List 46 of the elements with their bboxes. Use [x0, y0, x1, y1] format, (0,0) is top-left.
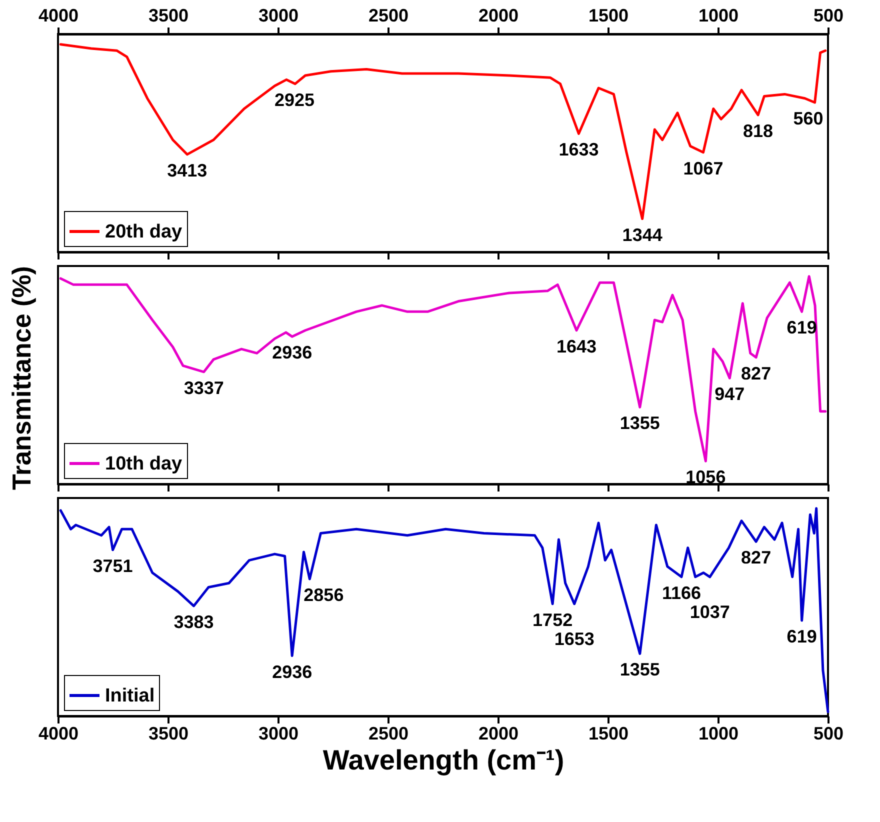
annotation: 1067	[683, 158, 724, 178]
annotation: 1643	[556, 336, 597, 356]
annotation: 827	[741, 363, 772, 384]
x2-tick-label: 4000	[38, 6, 79, 26]
annotation: 2936	[272, 342, 312, 363]
x2-tick-label: 3000	[258, 6, 299, 26]
annotation: 947	[714, 384, 745, 404]
legend-label: 10th day	[105, 454, 183, 474]
x2-tick-label: 2000	[478, 6, 519, 26]
annotation: 2925	[274, 90, 315, 110]
annotation: 1037	[690, 602, 730, 622]
annotation: 1752	[532, 610, 573, 630]
annotation: 2856	[304, 584, 344, 605]
x-axis-title: Wavelength (cm⁻¹)	[322, 744, 564, 776]
legend-label: 20th day	[105, 222, 183, 242]
x-tick-label: 2500	[368, 724, 409, 744]
annotation: 1344	[622, 224, 662, 245]
x2-tick-label: 2500	[368, 6, 409, 26]
x-tick-label: 3000	[258, 724, 299, 744]
x2-tick-label: 1000	[698, 6, 739, 26]
x-tick-label: 4000	[38, 724, 79, 744]
y-axis-title: Transmittance (%)	[6, 266, 38, 490]
annotation: 3413	[167, 160, 208, 180]
legend-label: Initial	[105, 686, 155, 706]
annotation: 619	[786, 626, 817, 646]
x-tick-label: 500	[813, 724, 844, 744]
annotation: 1355	[620, 413, 660, 434]
x2-tick-label: 3500	[148, 6, 189, 26]
x-tick-label: 1000	[698, 724, 739, 744]
annotation: 1355	[620, 660, 660, 680]
annotation: 3337	[184, 378, 224, 398]
annotation: 1633	[558, 140, 599, 160]
x-tick-label: 2000	[478, 724, 519, 744]
annotation: 3751	[92, 556, 133, 576]
annotation: 560	[793, 108, 824, 129]
annotation: 3383	[174, 612, 214, 632]
annotation: 818	[743, 120, 774, 141]
annotation: 2936	[272, 662, 312, 682]
annotation: 827	[741, 548, 772, 568]
annotation: 1056	[686, 467, 726, 488]
x2-tick-label: 1500	[588, 6, 629, 26]
x-tick-label: 1500	[588, 724, 629, 744]
x-tick-label: 3500	[148, 724, 189, 744]
x2-tick-label: 500	[813, 6, 844, 26]
annotation: 1166	[662, 582, 702, 603]
annotation: 1653	[554, 628, 594, 649]
